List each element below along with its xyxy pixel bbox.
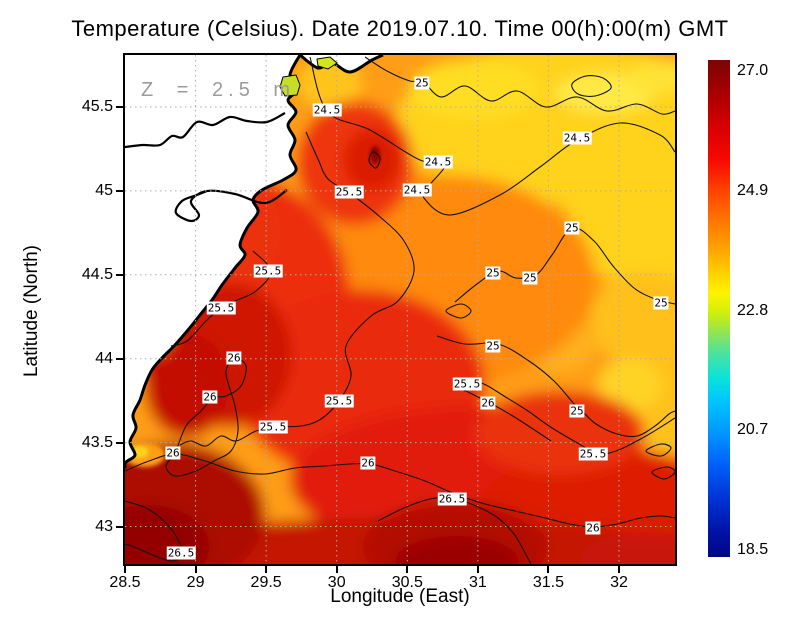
- y-tick-mark: [116, 189, 123, 192]
- contour-label: 26.5: [166, 546, 196, 560]
- x-tick-label: 28.5: [109, 574, 141, 591]
- x-tick-label: 30.5: [391, 574, 423, 591]
- x-tick-mark: [124, 566, 126, 573]
- x-tick-mark: [617, 566, 620, 573]
- colorbar-tick-label: 27.0: [737, 62, 769, 79]
- y-tick-mark: [116, 525, 123, 528]
- contour-label: 25: [485, 339, 501, 353]
- colorbar-tick-label: 24.9: [737, 181, 769, 199]
- y-tick-mark: [116, 106, 123, 108]
- y-tick-label: 45.5: [81, 98, 113, 115]
- y-axis-label: Latitude (North): [21, 245, 42, 378]
- contour-label: 25.5: [258, 420, 288, 434]
- contour-line-26: [455, 385, 552, 442]
- contour-label: 25.5: [452, 377, 482, 391]
- field-blob: [598, 359, 662, 411]
- x-tick-label: 31: [468, 574, 487, 591]
- x-tick-mark: [335, 566, 338, 573]
- contour-line-minor: [651, 466, 675, 480]
- field-blob: [410, 60, 540, 120]
- contour-line-26: [125, 453, 675, 528]
- contour-line-minor: [645, 443, 672, 457]
- field-blob: [395, 536, 519, 564]
- y-tick-mark: [116, 273, 123, 276]
- depth-annotation: Z = 2.5 m: [141, 79, 296, 101]
- contour-label: 26: [202, 390, 218, 404]
- contour-label: 25: [569, 404, 585, 418]
- lagoon-outline: [174, 189, 288, 223]
- contour-label: 24.5: [562, 131, 592, 145]
- colorbar-tick-label: 22.8: [737, 301, 769, 319]
- contour-line-24.5: [309, 56, 675, 216]
- contour-line-minor: [368, 151, 381, 169]
- field-blob: [565, 120, 675, 290]
- contour-line-25: [364, 56, 675, 115]
- contour-label: 25.5: [334, 185, 364, 199]
- x-tick-label: 29: [186, 574, 205, 591]
- contour-line-26.5: [377, 496, 532, 564]
- plot-title: Temperature (Celsius). Date 2019.07.10. …: [71, 16, 729, 41]
- contour-label: 26: [585, 521, 601, 535]
- land: [125, 55, 384, 469]
- x-tick-mark: [265, 566, 268, 573]
- contour-label: 25.5: [578, 447, 608, 461]
- contour-label: 26: [165, 446, 181, 460]
- contour-label: 24.5: [402, 183, 432, 197]
- field-blob: [580, 532, 675, 564]
- contour-label: 25.5: [253, 264, 283, 278]
- y-tick-label: 44.5: [81, 265, 113, 283]
- contour-line-minor: [445, 303, 472, 319]
- y-tick-label: 45: [95, 181, 113, 199]
- contour-line-24: [571, 75, 612, 97]
- contour-line-25.5: [179, 131, 415, 447]
- contour-label: 25: [414, 76, 430, 90]
- x-tick-mark: [547, 566, 550, 573]
- x-tick-label: 31.5: [532, 574, 564, 591]
- lagoon-patch: [316, 56, 338, 70]
- field-blob: [625, 61, 675, 93]
- lagoon-outline: [125, 112, 286, 149]
- colorbar: [708, 60, 730, 557]
- lagoon-patch: [279, 74, 301, 97]
- contour-label: 25: [653, 296, 669, 310]
- x-tick-mark: [194, 566, 197, 573]
- colorbar-tick-label: 20.7: [737, 421, 769, 439]
- contour-label: 24.5: [312, 103, 342, 117]
- contour-label: 26: [480, 396, 496, 410]
- graticule: [125, 55, 675, 564]
- contour-line-25.5: [463, 382, 675, 455]
- colorbar-tick-label: 18.5: [737, 541, 769, 558]
- x-tick-mark: [476, 566, 479, 573]
- contour-label: 25: [564, 221, 580, 235]
- contour-label: 26: [360, 456, 376, 470]
- x-axis-label: Longitude (East): [330, 586, 470, 607]
- contour-label: 25.5: [324, 394, 354, 408]
- y-tick-mark: [116, 357, 123, 360]
- delta-coastline: [299, 55, 384, 74]
- field-blob: [590, 272, 675, 368]
- coastline: [125, 55, 302, 469]
- y-tick-label: 43: [95, 517, 113, 535]
- y-tick-label: 44: [95, 349, 113, 367]
- map-plot: Z = 2.5 m 25 24.5 24.5 24.5 24.5 25.5 25 25.5 25…: [123, 53, 677, 566]
- x-tick-label: 30: [327, 574, 346, 591]
- x-tick-label: 29.5: [250, 574, 282, 591]
- field-blob: [370, 146, 380, 164]
- contour-label: 25: [522, 271, 538, 285]
- contour-line-26: [165, 357, 247, 477]
- contour-label: 25: [485, 266, 501, 280]
- y-tick-mark: [116, 441, 123, 444]
- contour-label: 25.5: [206, 301, 236, 315]
- contour-label: 24.5: [423, 155, 453, 169]
- contour-label: 26: [226, 351, 242, 365]
- y-tick-label: 43.5: [81, 433, 113, 451]
- contour-label: 26.5: [437, 492, 467, 506]
- x-tick-mark: [406, 566, 409, 573]
- x-tick-label: 32: [610, 574, 628, 591]
